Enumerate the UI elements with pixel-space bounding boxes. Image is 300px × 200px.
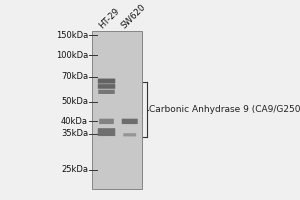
Text: HT-29: HT-29	[97, 6, 122, 30]
Text: SW620: SW620	[119, 2, 147, 30]
Text: 35kDa: 35kDa	[61, 129, 88, 138]
FancyBboxPatch shape	[98, 79, 115, 84]
FancyBboxPatch shape	[98, 128, 115, 136]
FancyBboxPatch shape	[98, 90, 115, 94]
FancyBboxPatch shape	[122, 119, 138, 124]
Text: 25kDa: 25kDa	[61, 165, 88, 174]
FancyBboxPatch shape	[99, 119, 114, 124]
FancyBboxPatch shape	[123, 133, 136, 136]
Text: Carbonic Anhydrase 9 (CA9/G250): Carbonic Anhydrase 9 (CA9/G250)	[149, 105, 300, 114]
Text: 40kDa: 40kDa	[61, 117, 88, 126]
Text: 100kDa: 100kDa	[56, 51, 88, 60]
Text: 150kDa: 150kDa	[56, 31, 88, 40]
FancyBboxPatch shape	[92, 31, 142, 189]
Text: 70kDa: 70kDa	[61, 72, 88, 81]
FancyBboxPatch shape	[98, 84, 115, 89]
Text: 50kDa: 50kDa	[61, 97, 88, 106]
